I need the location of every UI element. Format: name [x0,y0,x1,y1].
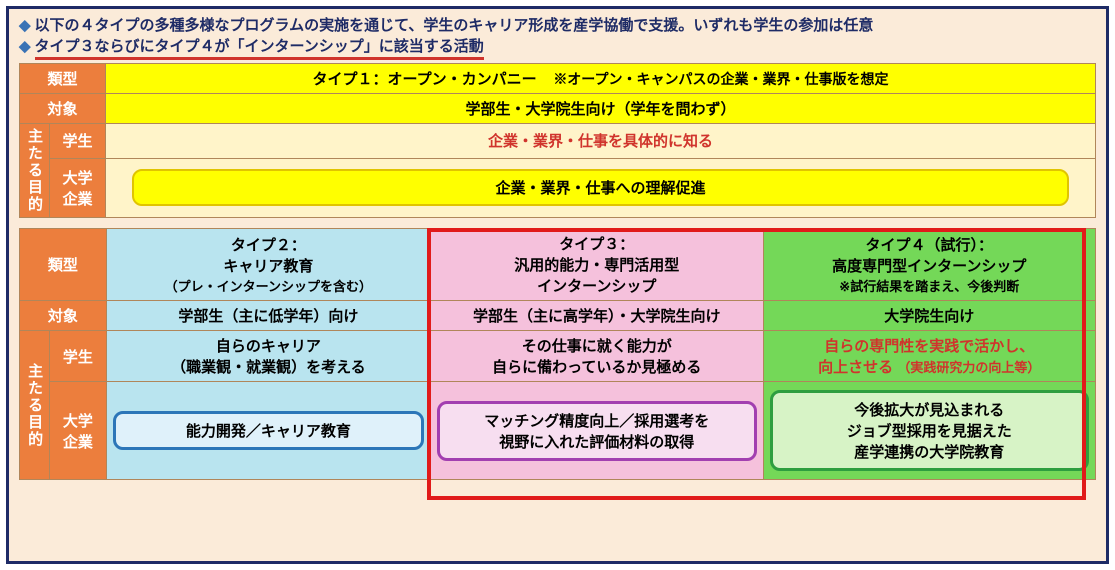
table-row: 大学 企業 能力開発／キャリア教育 マッチング精度向上／採用選考を 視野に入れた… [20,382,1096,480]
type2-target: 学部生（主に低学年）向け [106,301,430,331]
row-label-purpose: 主たる目的 [20,331,50,480]
type1-title-note: ※オープン・キャンパスの企業・業界・仕事版を想定 [553,71,888,87]
type3-target: 学部生（主に高学年）・大学院生向け [431,301,763,331]
type2-title-cell: タイプ２： キャリア教育 （プレ・インターンシップを含む） [106,229,430,301]
bullet-2: ◆タイプ３ならびにタイプ４が「インターンシップ」に該当する活動 [19,36,1096,57]
row-label-type: 類型 [20,64,106,94]
type2-company-cell: 能力開発／キャリア教育 [106,382,430,480]
type3-company-box: マッチング精度向上／採用選考を 視野に入れた評価材料の取得 [437,401,756,461]
type2-title-1: タイプ２： [231,237,306,254]
table-row: 類型 タイプ１：オープン・カンパニー ※オープン・キャンパスの企業・業界・仕事版… [20,64,1096,94]
type3-company-cell: マッチング精度向上／採用選考を 視野に入れた評価材料の取得 [431,382,763,480]
diamond-icon: ◆ [19,17,31,34]
row-label-type: 類型 [20,229,107,301]
types-234-wrap: 類型 タイプ２： キャリア教育 （プレ・インターンシップを含む） タイプ３： 汎… [19,228,1096,480]
row-label-target: 対象 [20,94,106,124]
type3-title-3: インターンシップ [537,278,656,295]
table-row: 類型 タイプ２： キャリア教育 （プレ・インターンシップを含む） タイプ３： 汎… [20,229,1096,301]
table-row: 大学 企業 企業・業界・仕事への理解促進 [20,158,1096,217]
type3-title-cell: タイプ３： 汎用的能力・専門活用型 インターンシップ [431,229,763,301]
table-row: 主たる目的 学生 自らのキャリア （職業観・就業観）を考える その仕事に就く能力… [20,331,1096,382]
type1-student: 企業・業界・仕事を具体的に知る [106,124,1096,159]
type4-title-2: 高度専門型インターンシップ [832,258,1026,275]
type1-company-box: 企業・業界・仕事への理解促進 [132,169,1070,206]
type4-company-cell: 今後拡大が見込まれる ジョブ型採用を見据えた 産学連携の大学院教育 [763,382,1096,480]
document-frame: ◆以下の４タイプの多種多様なプログラムの実施を通じて、学生のキャリア形成を産学協… [6,6,1109,564]
type4-company-box: 今後拡大が見込まれる ジョブ型採用を見据えた 産学連携の大学院教育 [770,390,1090,471]
intro-bullets: ◆以下の４タイプの多種多様なプログラムの実施を通じて、学生のキャリア形成を産学協… [19,15,1096,57]
table-row: 主たる目的 学生 企業・業界・仕事を具体的に知る [20,124,1096,159]
type2-title-note: （プレ・インターンシップを含む） [165,279,372,294]
type1-title-cell: タイプ１：オープン・カンパニー ※オープン・キャンパスの企業・業界・仕事版を想定 [106,64,1096,94]
type3-title-1: タイプ３： [559,236,634,253]
bullet-1-text: 以下の４タイプの多種多様なプログラムの実施を通じて、学生のキャリア形成を産学協働… [35,17,874,34]
type4-student: 自らの専門性を実践で活かし、 向上させる （実践研究力の向上等） [763,331,1096,382]
row-label-student: 学生 [50,124,106,159]
row-label-company: 大学 企業 [50,158,106,217]
type3-student: その仕事に就く能力が 自らに備わっているか見極める [431,331,763,382]
diamond-icon: ◆ [19,38,31,55]
type1-title-main: タイプ１：オープン・カンパニー [313,71,537,88]
table-row: 対象 学部生・大学院生向け（学年を問わず） [20,94,1096,124]
type1-target: 学部生・大学院生向け（学年を問わず） [106,94,1096,124]
type3-title-2: 汎用的能力・専門活用型 [514,257,679,274]
type4-title-note: ※試行結果を踏まえ、今後判断 [839,279,1019,294]
row-label-student: 学生 [50,331,106,382]
row-label-purpose: 主たる目的 [20,124,50,218]
type4-target: 大学院生向け [763,301,1096,331]
type1-company-cell: 企業・業界・仕事への理解促進 [106,158,1096,217]
bullet-1: ◆以下の４タイプの多種多様なプログラムの実施を通じて、学生のキャリア形成を産学協… [19,15,1096,36]
type4-title-1: タイプ４（試行）： [865,237,993,254]
row-label-target: 対象 [20,301,107,331]
type2-student: 自らのキャリア （職業観・就業観）を考える [106,331,430,382]
bullet-2-text: タイプ３ならびにタイプ４が「インターンシップ」に該当する活動 [35,38,484,60]
type4-title-cell: タイプ４（試行）： 高度専門型インターンシップ ※試行結果を踏まえ、今後判断 [763,229,1096,301]
table-row: 対象 学部生（主に低学年）向け 学部生（主に高学年）・大学院生向け 大学院生向け [20,301,1096,331]
type2-company-box: 能力開発／キャリア教育 [113,411,424,450]
spacer [19,218,1096,228]
row-label-company: 大学 企業 [50,382,106,480]
type1-table: 類型 タイプ１：オープン・カンパニー ※オープン・キャンパスの企業・業界・仕事版… [19,63,1096,218]
type2-title-2: キャリア教育 [223,258,313,275]
types-234-table: 類型 タイプ２： キャリア教育 （プレ・インターンシップを含む） タイプ３： 汎… [19,228,1096,480]
